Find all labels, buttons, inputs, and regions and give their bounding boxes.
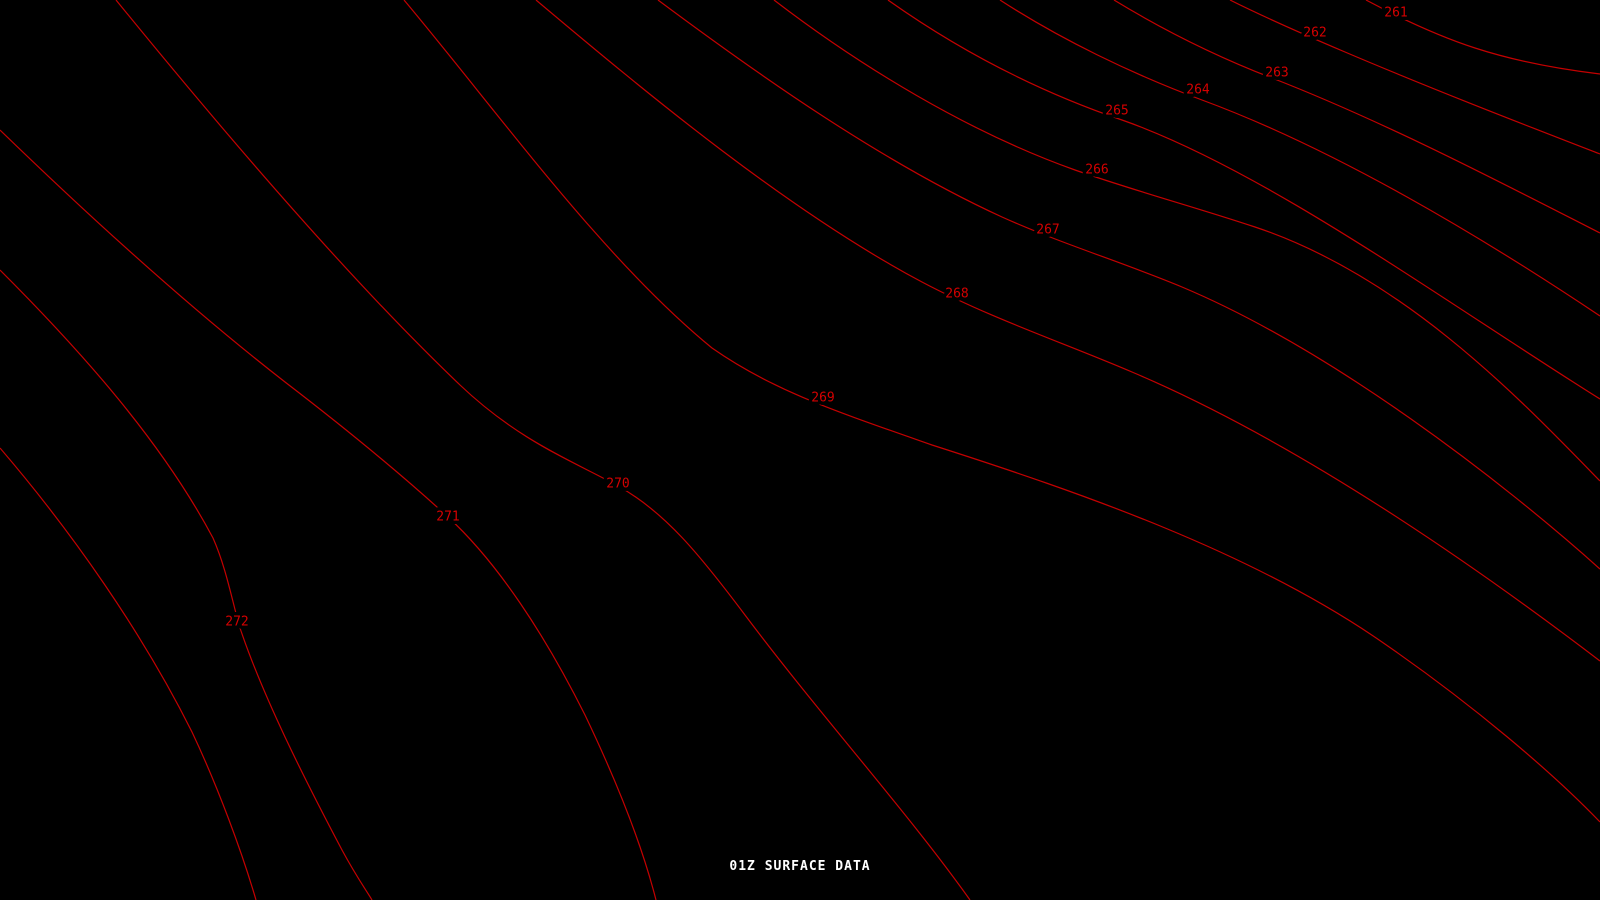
contour-line-261 [1365, 0, 1600, 75]
contour-label-266: 266 [1085, 163, 1108, 178]
contour-line-271 [0, 129, 657, 900]
contour-label-264: 264 [1186, 83, 1210, 98]
contour-label-263: 263 [1265, 66, 1288, 81]
contour-label-262: 262 [1303, 26, 1326, 41]
contour-line-unlabeled [0, 447, 257, 900]
contour-line-272 [0, 269, 373, 900]
contour-line-265 [887, 0, 1600, 400]
contour-line-270 [115, 0, 971, 900]
contour-line-268 [535, 0, 1600, 662]
contour-label-270: 270 [606, 477, 629, 492]
contour-line-263 [1113, 0, 1600, 234]
contour-line-266 [773, 0, 1600, 482]
contour-label-268: 268 [945, 287, 968, 302]
contour-label-271: 271 [436, 510, 459, 525]
contour-label-267: 267 [1036, 223, 1059, 238]
contour-line-269 [403, 0, 1600, 823]
contour-label-272: 272 [225, 615, 248, 630]
map-caption: 01Z SURFACE DATA [729, 859, 871, 874]
contour-label-261: 261 [1384, 6, 1407, 21]
contour-line-267 [657, 0, 1600, 570]
contour-line-262 [1229, 0, 1600, 155]
contour-line-264 [999, 0, 1600, 317]
contour-label-269: 269 [811, 391, 834, 406]
contour-label-265: 265 [1105, 104, 1128, 119]
